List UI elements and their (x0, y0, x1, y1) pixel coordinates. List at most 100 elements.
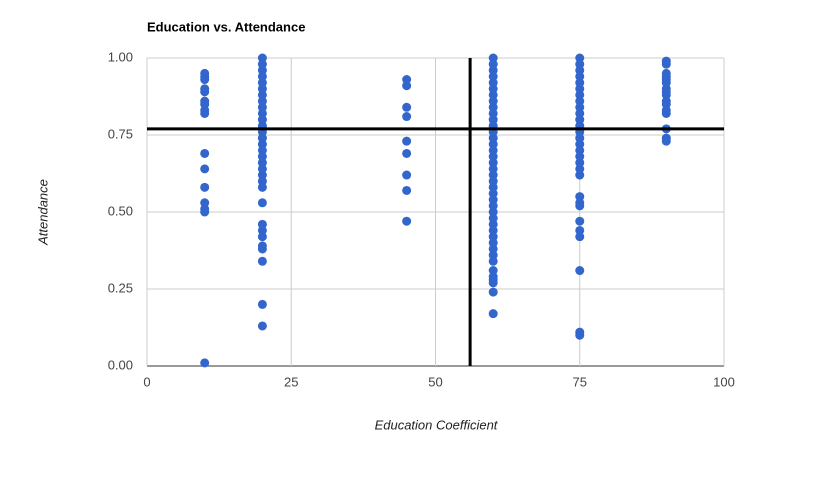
point (257, 170, 267, 180)
point (257, 158, 267, 168)
point (402, 170, 412, 180)
x-axis-title: Education Coefficient (375, 417, 499, 432)
point (488, 213, 498, 223)
point (661, 59, 671, 69)
point (402, 136, 412, 146)
point (575, 158, 585, 168)
point (575, 192, 585, 202)
point (200, 358, 210, 368)
point (488, 84, 498, 94)
point (488, 287, 498, 297)
x-tick-label: 75 (573, 374, 587, 389)
point (488, 90, 498, 100)
point (661, 90, 671, 100)
point (257, 108, 267, 118)
point (575, 164, 585, 174)
point (488, 250, 498, 260)
point (488, 309, 498, 319)
point (488, 102, 498, 112)
point (575, 266, 585, 276)
y-axis-title: Attendance (35, 179, 50, 246)
point (575, 133, 585, 143)
point (488, 244, 498, 254)
point (575, 59, 585, 69)
point (257, 176, 267, 186)
point (575, 115, 585, 125)
point (402, 102, 412, 112)
point (257, 225, 267, 235)
point (488, 65, 498, 75)
x-tick-label: 100 (713, 374, 735, 389)
point (488, 201, 498, 211)
point (488, 115, 498, 125)
point (575, 330, 585, 340)
point (488, 278, 498, 288)
point (200, 148, 210, 158)
point (575, 71, 585, 81)
point (200, 75, 210, 85)
point (200, 99, 210, 109)
point (257, 96, 267, 106)
point (575, 232, 585, 242)
x-tick-label: 25 (284, 374, 298, 389)
point (200, 198, 210, 208)
point (575, 102, 585, 112)
point (402, 112, 412, 122)
point (488, 182, 498, 192)
point (402, 216, 412, 226)
point (575, 225, 585, 235)
point (402, 148, 412, 158)
point (200, 87, 210, 97)
x-tick-label: 0 (143, 374, 150, 389)
point (200, 108, 210, 118)
point (257, 78, 267, 88)
point (575, 78, 585, 88)
point (257, 102, 267, 112)
point (661, 78, 671, 88)
point (575, 152, 585, 162)
point (488, 96, 498, 106)
point (257, 299, 267, 309)
point (257, 219, 267, 229)
point (488, 195, 498, 205)
point (488, 232, 498, 242)
point (257, 256, 267, 266)
y-tick-label: 0.25 (108, 280, 133, 295)
x-tick-label: 50 (428, 374, 442, 389)
point (488, 266, 498, 276)
point (488, 71, 498, 81)
point (488, 139, 498, 149)
point (257, 71, 267, 81)
point (488, 219, 498, 229)
point (488, 170, 498, 180)
point (488, 158, 498, 168)
point (488, 189, 498, 199)
point (200, 164, 210, 174)
point (200, 182, 210, 192)
point (257, 145, 267, 155)
point (661, 108, 671, 118)
point (257, 321, 267, 331)
point (488, 53, 498, 63)
point (257, 232, 267, 242)
point (575, 108, 585, 118)
point (257, 59, 267, 69)
point (488, 78, 498, 88)
point (661, 136, 671, 146)
point (575, 84, 585, 94)
point (488, 207, 498, 217)
y-tick-label: 0.00 (108, 357, 133, 372)
y-tick-label: 0.75 (108, 126, 133, 141)
point (575, 170, 585, 180)
point (575, 90, 585, 100)
point (257, 139, 267, 149)
point (488, 176, 498, 186)
point (488, 108, 498, 118)
point (402, 75, 412, 85)
point (488, 238, 498, 248)
point (257, 164, 267, 174)
point (402, 185, 412, 195)
point (257, 182, 267, 192)
